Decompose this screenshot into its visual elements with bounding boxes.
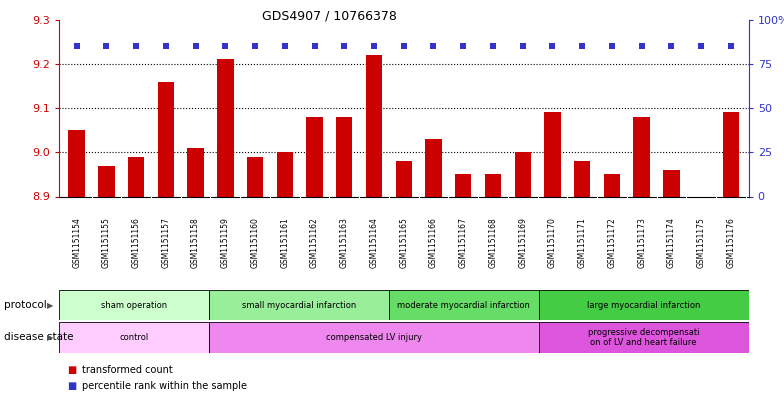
Text: GSM1151158: GSM1151158 xyxy=(191,217,200,268)
Text: moderate myocardial infarction: moderate myocardial infarction xyxy=(397,301,530,310)
Bar xyxy=(485,174,501,196)
Text: ■: ■ xyxy=(67,365,76,375)
Text: GSM1151160: GSM1151160 xyxy=(251,217,260,268)
Bar xyxy=(396,161,412,196)
Bar xyxy=(128,157,144,196)
Bar xyxy=(277,152,293,196)
Bar xyxy=(425,139,441,196)
Bar xyxy=(209,322,539,353)
Bar xyxy=(544,112,561,196)
Text: transformed count: transformed count xyxy=(82,365,173,375)
Text: GSM1151162: GSM1151162 xyxy=(310,217,319,268)
Bar xyxy=(723,112,739,196)
Bar xyxy=(158,82,174,196)
Text: GSM1151154: GSM1151154 xyxy=(72,217,81,268)
Text: GSM1151161: GSM1151161 xyxy=(281,217,289,268)
Text: compensated LV injury: compensated LV injury xyxy=(326,333,422,342)
Text: GSM1151157: GSM1151157 xyxy=(162,217,170,268)
Text: disease state: disease state xyxy=(4,332,74,342)
Text: GSM1151175: GSM1151175 xyxy=(697,217,706,268)
Bar xyxy=(455,174,471,196)
Bar xyxy=(247,157,263,196)
Bar xyxy=(604,174,620,196)
Text: GSM1151159: GSM1151159 xyxy=(221,217,230,268)
Text: GSM1151155: GSM1151155 xyxy=(102,217,111,268)
Bar xyxy=(633,117,650,196)
Bar xyxy=(663,170,680,196)
Text: protocol: protocol xyxy=(4,300,47,310)
Bar xyxy=(59,290,209,320)
Bar xyxy=(68,130,85,196)
Text: ▶: ▶ xyxy=(47,301,53,310)
Bar xyxy=(187,148,204,196)
Text: GSM1151174: GSM1151174 xyxy=(667,217,676,268)
Bar xyxy=(209,290,389,320)
Text: GSM1151176: GSM1151176 xyxy=(727,217,735,268)
Bar xyxy=(336,117,353,196)
Bar xyxy=(389,290,539,320)
Bar xyxy=(539,290,749,320)
Bar xyxy=(98,165,114,196)
Text: GSM1151163: GSM1151163 xyxy=(339,217,349,268)
Bar xyxy=(539,322,749,353)
Text: percentile rank within the sample: percentile rank within the sample xyxy=(82,381,247,391)
Bar xyxy=(59,322,209,353)
Text: GSM1151156: GSM1151156 xyxy=(132,217,140,268)
Text: GSM1151170: GSM1151170 xyxy=(548,217,557,268)
Text: large myocardial infarction: large myocardial infarction xyxy=(587,301,700,310)
Text: GSM1151166: GSM1151166 xyxy=(429,217,438,268)
Bar xyxy=(307,117,323,196)
Text: small myocardial infarction: small myocardial infarction xyxy=(241,301,356,310)
Text: GSM1151169: GSM1151169 xyxy=(518,217,527,268)
Text: control: control xyxy=(119,333,148,342)
Text: ▶: ▶ xyxy=(47,333,53,342)
Bar xyxy=(574,161,590,196)
Bar xyxy=(514,152,531,196)
Bar xyxy=(366,55,382,196)
Text: GSM1151172: GSM1151172 xyxy=(608,217,616,268)
Text: GSM1151173: GSM1151173 xyxy=(637,217,646,268)
Text: sham operation: sham operation xyxy=(100,301,167,310)
Text: GSM1151164: GSM1151164 xyxy=(369,217,379,268)
Text: progressive decompensati
on of LV and heart failure: progressive decompensati on of LV and he… xyxy=(588,328,699,347)
Text: GDS4907 / 10766378: GDS4907 / 10766378 xyxy=(262,10,397,23)
Bar xyxy=(217,59,234,196)
Text: GSM1151171: GSM1151171 xyxy=(578,217,586,268)
Text: GSM1151165: GSM1151165 xyxy=(399,217,408,268)
Text: ■: ■ xyxy=(67,381,76,391)
Text: GSM1151168: GSM1151168 xyxy=(488,217,498,268)
Text: GSM1151167: GSM1151167 xyxy=(459,217,468,268)
